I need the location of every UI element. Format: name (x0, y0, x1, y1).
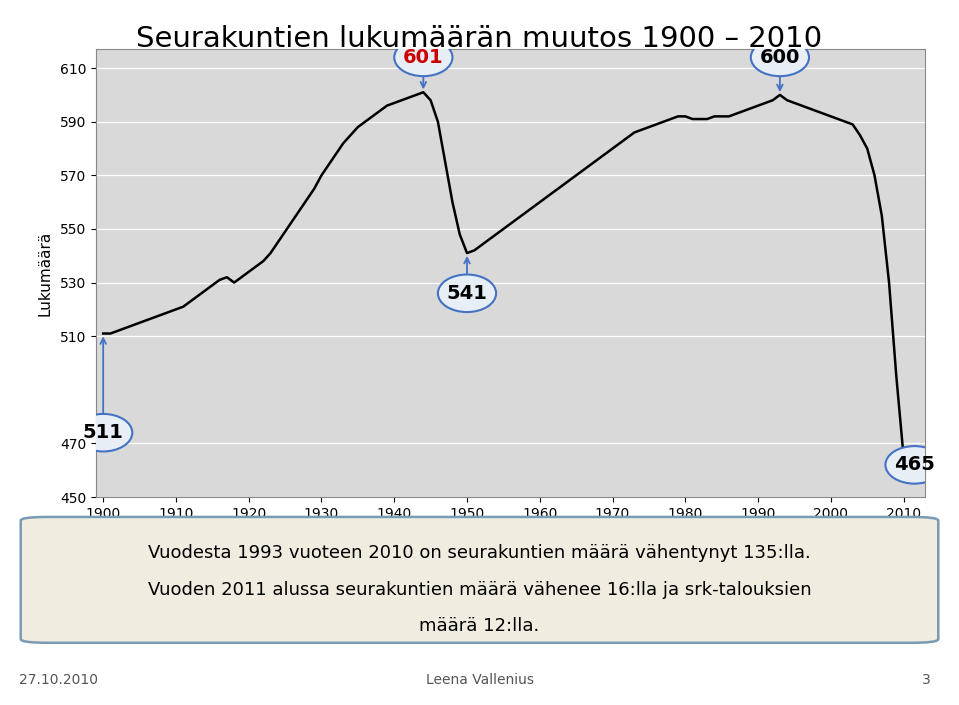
Y-axis label: Lukumäärä: Lukumäärä (37, 231, 53, 316)
Text: 600: 600 (760, 48, 800, 67)
FancyBboxPatch shape (21, 517, 938, 643)
Text: Vuoden 2011 alussa seurakuntien määrä vähenee 16:lla ja srk-talouksien: Vuoden 2011 alussa seurakuntien määrä vä… (148, 581, 811, 599)
Text: 465: 465 (894, 455, 935, 474)
Text: Seurakuntien lukumäärän muutos 1900 – 2010: Seurakuntien lukumäärän muutos 1900 – 20… (136, 25, 823, 53)
Text: 601: 601 (403, 48, 444, 67)
Text: Vuodesta 1993 vuoteen 2010 on seurakuntien määrä vähentynyt 135:lla.: Vuodesta 1993 vuoteen 2010 on seurakunti… (148, 544, 811, 562)
Text: Leena Vallenius: Leena Vallenius (426, 673, 533, 687)
Ellipse shape (394, 39, 453, 76)
Text: 3: 3 (922, 673, 930, 687)
Ellipse shape (74, 414, 132, 451)
Ellipse shape (751, 39, 809, 76)
Text: määrä 12:lla.: määrä 12:lla. (419, 616, 540, 634)
X-axis label: Vuodet: Vuodet (481, 529, 540, 547)
Text: 511: 511 (82, 423, 124, 442)
Ellipse shape (438, 274, 496, 312)
Text: 541: 541 (447, 284, 487, 302)
Text: 27.10.2010: 27.10.2010 (19, 673, 98, 687)
Ellipse shape (885, 446, 944, 484)
